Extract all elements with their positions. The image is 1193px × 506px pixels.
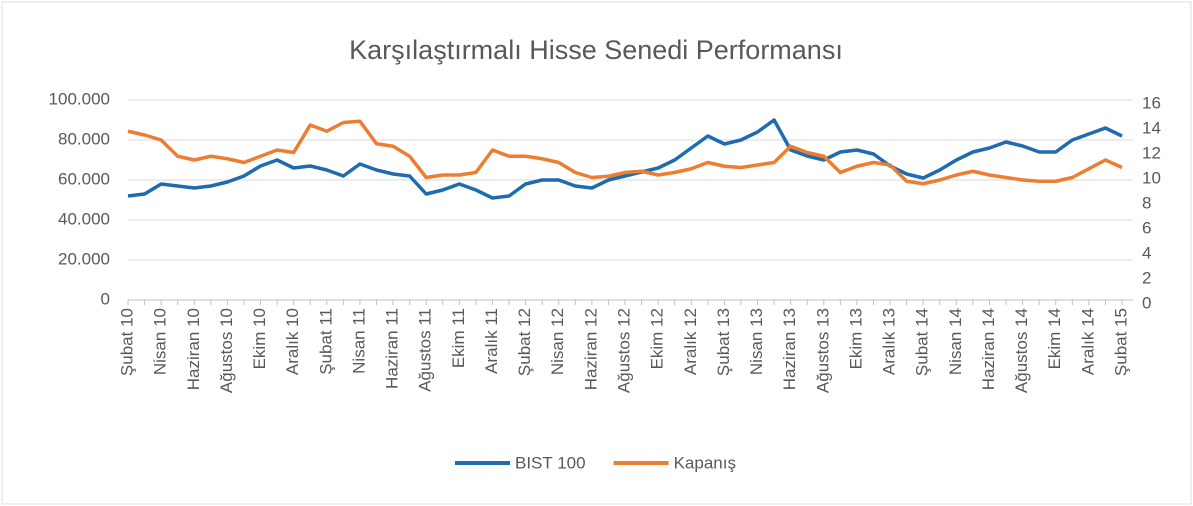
x-tick-label: Ağustos 10	[217, 308, 236, 393]
y2-tick-label: 12	[1142, 143, 1161, 162]
x-tick-label: Nisan 11	[349, 308, 368, 374]
x-tick-label: Ağustos 11	[416, 308, 435, 392]
y2-tick-label: 8	[1142, 193, 1151, 212]
x-tick-label: Aralık 12	[681, 308, 700, 375]
x-tick-label: Şubat 15	[1111, 308, 1130, 376]
x-tick-label: Haziran 10	[184, 308, 203, 390]
x-tick-label: Ekim 13	[846, 308, 865, 369]
x-tick-label: Ekim 14	[1045, 308, 1064, 369]
x-tick-label: Nisan 13	[747, 308, 766, 375]
x-tick-label: Şubat 14	[913, 308, 932, 376]
chart-title: Karşılaştırmalı Hisse Senedi Performansı	[349, 35, 843, 65]
y2-tick-label: 6	[1142, 218, 1151, 237]
y-tick-label: 0	[101, 289, 110, 308]
x-tick-label: Ekim 12	[648, 308, 667, 369]
y2-tick-label: 10	[1142, 168, 1161, 187]
x-tick-label: Aralık 14	[1078, 308, 1097, 375]
y2-tick-label: 4	[1142, 243, 1151, 262]
x-tick-label: Şubat 11	[316, 308, 335, 375]
y-tick-label: 80.000	[58, 129, 110, 148]
y2-tick-label: 0	[1142, 293, 1151, 312]
legend-label: BIST 100	[515, 453, 586, 472]
y2-tick-label: 2	[1142, 268, 1151, 287]
x-tick-label: Ekim 10	[250, 308, 269, 369]
x-tick-label: Nisan 10	[151, 308, 170, 375]
y2-tick-label: 16	[1142, 93, 1161, 112]
x-tick-label: Ekim 11	[449, 308, 468, 368]
legend-label: Kapanış	[674, 453, 736, 472]
x-tick-label: Şubat 10	[117, 308, 136, 376]
y-tick-label: 40.000	[58, 209, 110, 228]
x-tick-label: Aralık 10	[283, 308, 302, 375]
x-tick-label: Nisan 14	[946, 308, 965, 375]
x-tick-label: Şubat 13	[714, 308, 733, 376]
y-tick-label: 100.000	[49, 89, 110, 108]
x-tick-label: Haziran 11	[383, 308, 402, 389]
x-tick-label: Ağustos 12	[614, 308, 633, 393]
series-line	[127, 118, 1123, 200]
x-tick-label: Aralık 11	[482, 308, 501, 374]
series-line	[127, 119, 1123, 186]
y-tick-label: 60.000	[58, 169, 110, 188]
x-tick-label: Ağustos 13	[813, 308, 832, 393]
x-tick-label: Aralık 13	[880, 308, 899, 375]
x-tick-label: Haziran 14	[979, 308, 998, 390]
x-tick-label: Haziran 12	[581, 308, 600, 390]
x-tick-label: Şubat 12	[515, 308, 534, 376]
x-tick-label: Ağustos 14	[1012, 308, 1031, 393]
y-tick-label: 20.000	[58, 249, 110, 268]
x-tick-label: Haziran 13	[780, 308, 799, 390]
x-tick-label: Nisan 12	[548, 308, 567, 375]
y2-tick-label: 14	[1142, 118, 1161, 137]
